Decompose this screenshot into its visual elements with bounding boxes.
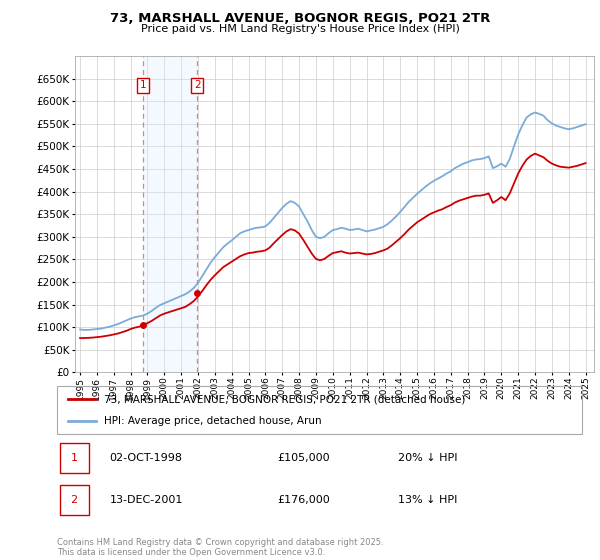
Bar xyxy=(143,56,197,372)
Bar xyxy=(59,484,89,515)
Text: 73, MARSHALL AVENUE, BOGNOR REGIS, PO21 2TR (detached house): 73, MARSHALL AVENUE, BOGNOR REGIS, PO21 … xyxy=(104,394,466,404)
Text: 13-DEC-2001: 13-DEC-2001 xyxy=(110,495,183,505)
Text: 1: 1 xyxy=(140,81,146,90)
Text: Contains HM Land Registry data © Crown copyright and database right 2025.
This d: Contains HM Land Registry data © Crown c… xyxy=(57,538,383,557)
Text: 2: 2 xyxy=(71,495,77,505)
Text: £176,000: £176,000 xyxy=(277,495,330,505)
Text: 1: 1 xyxy=(71,453,77,463)
Text: 2: 2 xyxy=(194,81,200,90)
Text: HPI: Average price, detached house, Arun: HPI: Average price, detached house, Arun xyxy=(104,416,322,426)
Text: 73, MARSHALL AVENUE, BOGNOR REGIS, PO21 2TR: 73, MARSHALL AVENUE, BOGNOR REGIS, PO21 … xyxy=(110,12,490,25)
Bar xyxy=(59,442,89,473)
Text: £105,000: £105,000 xyxy=(277,453,330,463)
Text: Price paid vs. HM Land Registry's House Price Index (HPI): Price paid vs. HM Land Registry's House … xyxy=(140,24,460,34)
Text: 20% ↓ HPI: 20% ↓ HPI xyxy=(398,453,458,463)
Text: 02-OCT-1998: 02-OCT-1998 xyxy=(110,453,182,463)
Text: 13% ↓ HPI: 13% ↓ HPI xyxy=(398,495,458,505)
